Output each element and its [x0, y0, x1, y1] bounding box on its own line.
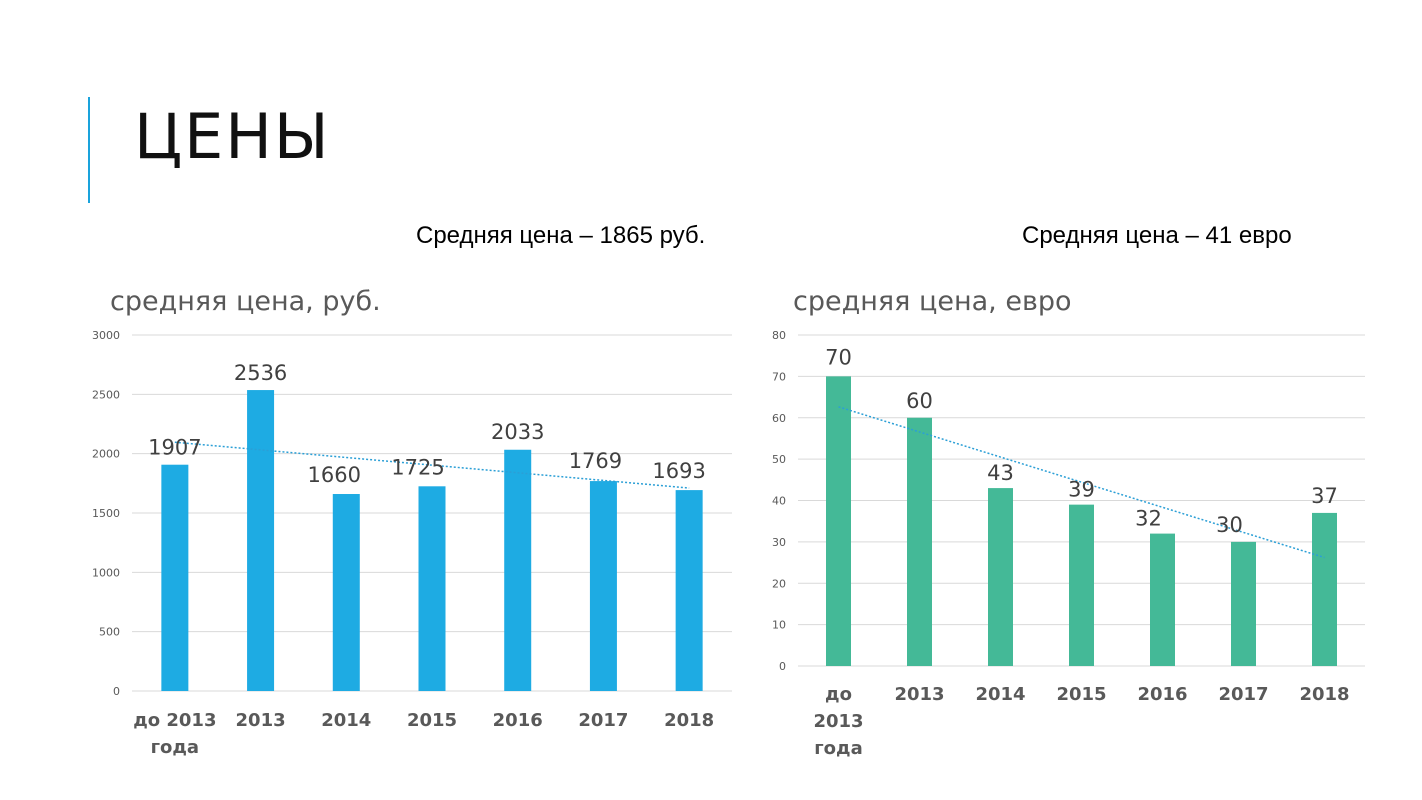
chart-title-rub: средняя цена, руб.: [110, 286, 381, 317]
data-label-rub-6: 1693: [652, 459, 705, 483]
bar-eur-5: [1231, 541, 1256, 666]
chart-title-eur: средняя цена, евро: [793, 286, 1072, 317]
x-category-label-rub-2: 2014: [321, 710, 371, 731]
data-label-eur-1: 60: [906, 389, 933, 413]
bar-rub-2: [332, 494, 360, 691]
y-tick-label-eur: 70: [772, 370, 786, 383]
y-tick-label-eur: 10: [772, 619, 786, 632]
y-tick-label-rub: 0: [113, 685, 120, 698]
bar-eur-3: [1069, 504, 1094, 666]
bar-eur-6: [1312, 512, 1337, 666]
x-category-label-eur-1: 2013: [894, 684, 944, 705]
bar-eur-2: [988, 488, 1013, 666]
title-accent-line: [88, 97, 90, 203]
y-tick-label-eur: 20: [772, 577, 786, 590]
x-category-label-eur-6: 2018: [1299, 684, 1349, 705]
data-label-eur-5: 30: [1216, 513, 1243, 537]
x-category-label-rub-6: 2018: [664, 710, 714, 731]
y-tick-label-rub: 3000: [92, 329, 120, 342]
x-category-label-rub-0: до 2013 года: [133, 710, 216, 758]
data-label-eur-3: 39: [1068, 478, 1095, 502]
y-tick-label-eur: 0: [779, 660, 786, 673]
bar-rub-3: [418, 486, 446, 691]
y-tick-label-eur: 40: [772, 495, 786, 508]
x-category-label-eur-0: до 2013 года: [813, 684, 863, 759]
y-tick-label-eur: 50: [772, 453, 786, 466]
bar-rub-4: [504, 449, 532, 691]
x-category-label-eur-3: 2015: [1056, 684, 1106, 705]
x-category-label-rub-3: 2015: [407, 710, 457, 731]
data-label-eur-4: 32: [1135, 507, 1162, 531]
slide-title: ЦЕНЫ: [134, 100, 331, 173]
average-price-eur: Средняя цена – 41 евро: [1022, 222, 1292, 249]
data-label-rub-2: 1660: [308, 463, 361, 487]
y-tick-label-rub: 1000: [92, 566, 120, 579]
data-label-rub-1: 2536: [234, 361, 287, 385]
y-tick-label-rub: 2000: [92, 448, 120, 461]
data-label-eur-0: 70: [825, 345, 852, 369]
data-label-eur-2: 43: [987, 461, 1014, 485]
y-tick-label-eur: 80: [772, 329, 786, 342]
x-category-label-eur-2: 2014: [975, 684, 1025, 705]
y-tick-label-rub: 500: [99, 626, 120, 639]
y-tick-label-rub: 2500: [92, 388, 120, 401]
bar-eur-0: [826, 376, 851, 666]
bar-rub-6: [675, 490, 703, 691]
bar-eur-1: [907, 417, 932, 666]
bar-rub-1: [247, 390, 275, 691]
data-label-eur-6: 37: [1311, 484, 1338, 508]
data-label-rub-5: 1769: [569, 449, 622, 473]
y-tick-label-eur: 30: [772, 536, 786, 549]
bar-eur-4: [1150, 533, 1175, 666]
data-label-rub-0: 1907: [148, 436, 201, 460]
x-category-label-eur-4: 2016: [1137, 684, 1187, 705]
y-tick-label-eur: 60: [772, 412, 786, 425]
bar-rub-5: [589, 481, 617, 691]
y-tick-label-rub: 1500: [92, 507, 120, 520]
average-price-rub: Средняя цена – 1865 руб.: [416, 222, 706, 249]
bar-rub-0: [161, 464, 189, 691]
trendline-eur: [838, 406, 1325, 559]
x-category-label-rub-5: 2017: [578, 710, 628, 731]
x-category-label-rub-1: 2013: [236, 710, 286, 731]
data-label-rub-4: 2033: [491, 420, 544, 444]
data-label-rub-3: 1725: [391, 455, 444, 479]
x-category-label-rub-4: 2016: [493, 710, 543, 731]
x-category-label-eur-5: 2017: [1218, 684, 1268, 705]
